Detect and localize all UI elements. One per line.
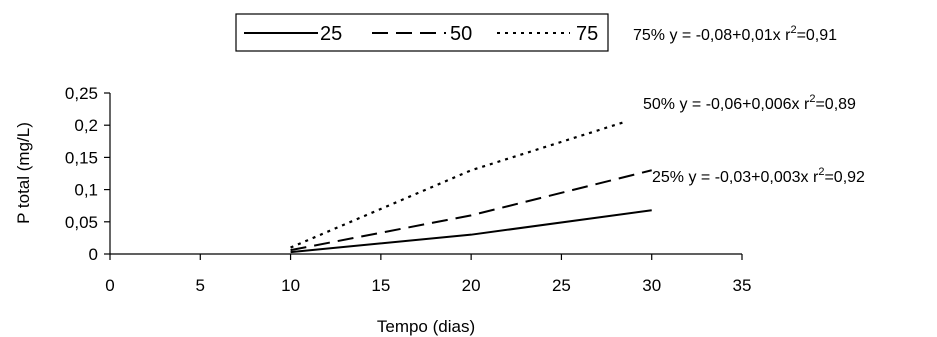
x-tick-label: 0	[105, 276, 114, 295]
y-tick-label: 0,1	[74, 181, 98, 200]
x-tick-label: 35	[733, 276, 752, 295]
series-line-75	[290, 120, 625, 249]
x-tick-label: 15	[371, 276, 390, 295]
x-tick-label: 25	[552, 276, 571, 295]
regression-equation: 25% y = -0,03+0,003x r2=0,92	[652, 166, 865, 186]
series-layer	[290, 120, 652, 254]
regression-equation: 50% y = -0,06+0,006x r2=0,89	[643, 93, 856, 113]
y-tick-label: 0,15	[65, 148, 98, 167]
y-tick-label: 0	[89, 245, 98, 264]
y-tick-label: 0,05	[65, 213, 98, 232]
y-axis-title: P total (mg/L)	[14, 122, 33, 224]
y-tick-label: 0,25	[65, 84, 98, 103]
x-tick-label: 30	[642, 276, 661, 295]
series-line-25	[290, 209, 652, 254]
x-axis-title: Tempo (dias)	[377, 317, 475, 336]
legend-label-25: 25	[320, 23, 342, 45]
regression-equation: 75% y = -0,08+0,01x r2=0,91	[633, 24, 837, 44]
legend: 25 50 75	[235, 13, 609, 52]
y-tick-label: 0,2	[74, 116, 98, 135]
series-line-50	[290, 169, 652, 252]
plot-axes: 0 0,05 0,1 0,15 0,2 0,25 0 5 10 15 20 25 30 35	[65, 84, 752, 295]
x-tick-label: 10	[281, 276, 300, 295]
equation-annotations: 75% y = -0,08+0,01x r2=0,91 50% y = -0,06…	[633, 24, 865, 186]
x-tick-label: 20	[462, 276, 481, 295]
legend-label-50: 50	[450, 23, 472, 45]
legend-label-75: 75	[576, 23, 598, 45]
x-tick-label: 5	[196, 276, 205, 295]
